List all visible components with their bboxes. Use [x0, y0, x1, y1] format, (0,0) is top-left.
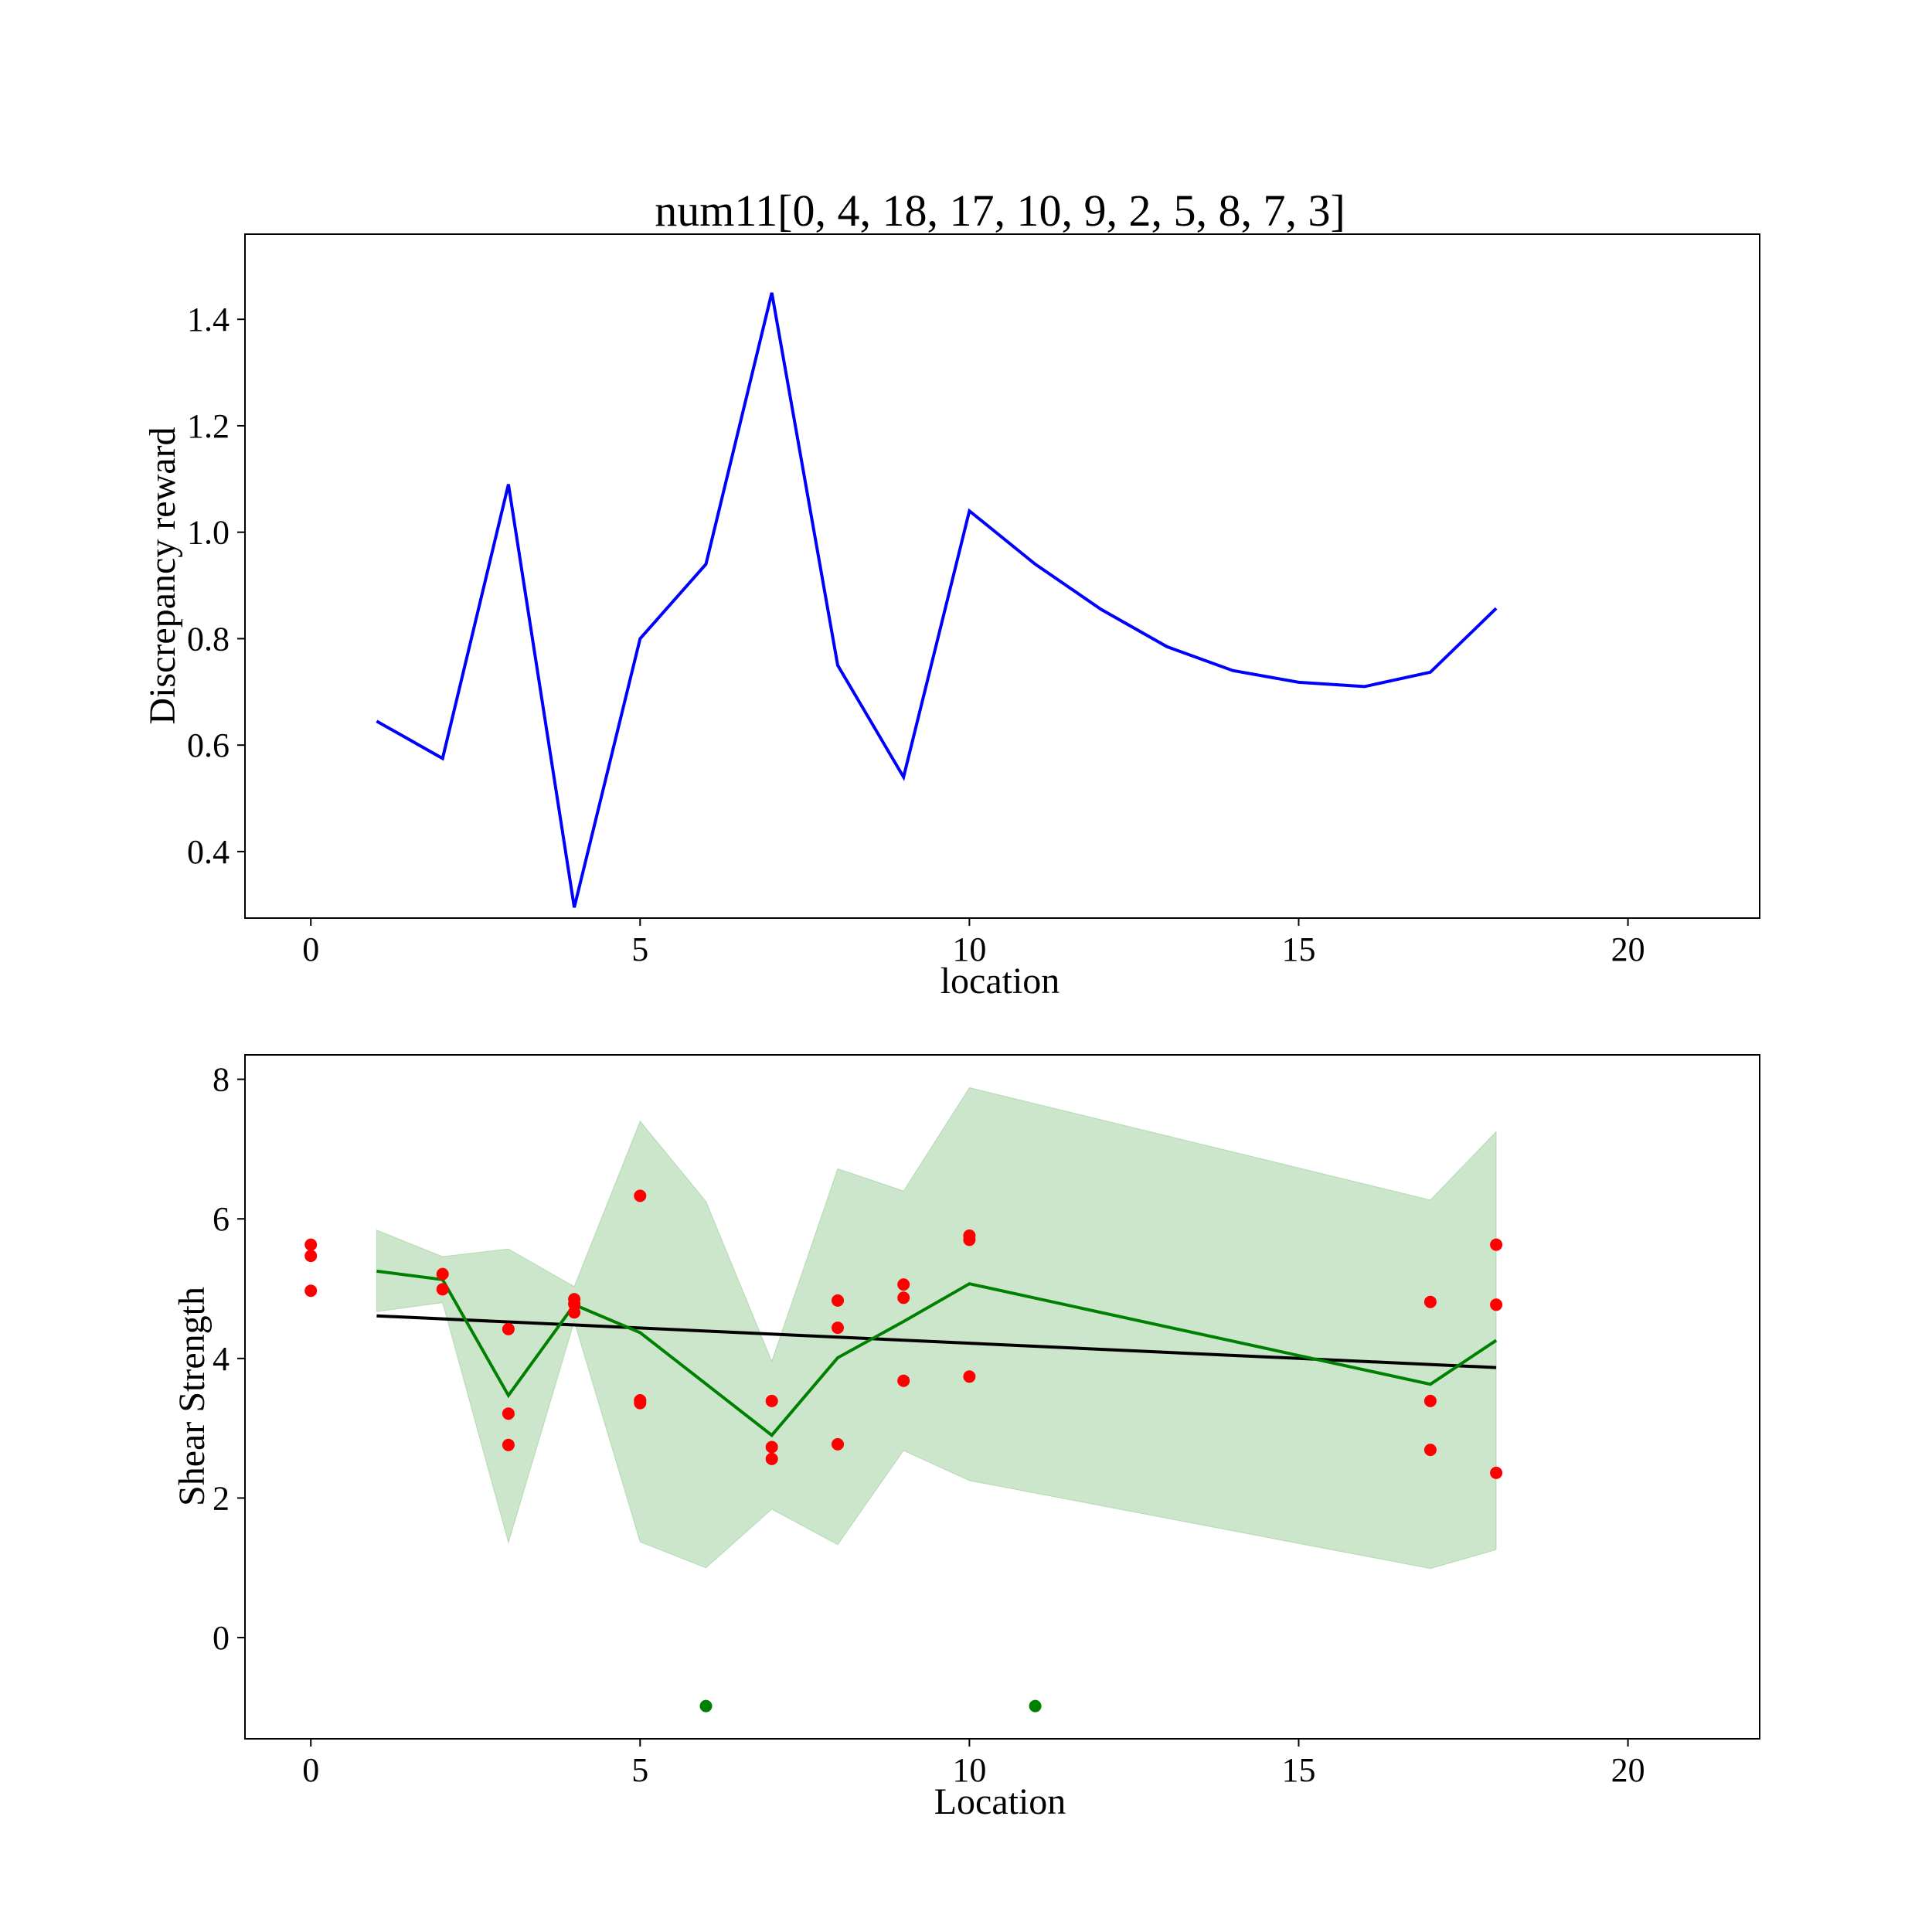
- observation-point: [502, 1407, 515, 1420]
- discrepancy-plot-area: [376, 292, 1498, 908]
- shear-strength-plot-area: [304, 1087, 1503, 1713]
- y-tick-label: 0.8: [187, 620, 230, 658]
- observation-point: [832, 1321, 844, 1335]
- observation-point: [897, 1374, 910, 1387]
- observation-point: [765, 1440, 778, 1454]
- y-tick-label: 2: [213, 1479, 230, 1517]
- y-tick-label: 0.4: [187, 833, 230, 871]
- observation-point: [502, 1438, 515, 1451]
- y-axis-ticks: 0.4 0.6 0.8 1.0 1.2 1.4: [187, 301, 245, 871]
- discrepancy-plot-frame: [244, 233, 1760, 919]
- y-axis-ticks: 0 2 4 6 8: [213, 1061, 245, 1657]
- observation-point: [897, 1291, 910, 1304]
- x-tick-label: 15: [1281, 1751, 1315, 1789]
- x-axis-ticks: 0 5 10 15 20: [302, 1739, 1645, 1789]
- y-axis-label: Discrepancy reward: [142, 427, 183, 724]
- x-tick-label: 5: [631, 930, 648, 968]
- y-tick-label: 6: [213, 1200, 230, 1238]
- x-tick-label: 20: [1611, 1751, 1645, 1789]
- x-axis-ticks: 0 5 10 15 20: [302, 918, 1645, 968]
- observation-point: [634, 1189, 647, 1202]
- y-tick-label: 8: [213, 1061, 230, 1099]
- confidence-band: [376, 1087, 1497, 1570]
- observation-point: [634, 1396, 647, 1410]
- observation-point: [436, 1267, 449, 1281]
- selected-location-marker: [1029, 1699, 1042, 1713]
- y-tick-label: 1.2: [187, 407, 230, 445]
- shear-strength-plot-frame: [244, 1054, 1760, 1740]
- x-tick-label: 0: [302, 1751, 319, 1789]
- y-tick-label: 1.4: [187, 301, 230, 338]
- observation-point: [304, 1250, 318, 1263]
- shear-strength-chart: 0 5 10 15 20 0 2 4 6 8 Location Shear Strength: [172, 1054, 1760, 1822]
- x-tick-label: 5: [631, 1751, 648, 1789]
- selected-location-marker: [699, 1699, 713, 1713]
- mean-line: [376, 1269, 1498, 1437]
- observation-point: [1490, 1466, 1503, 1479]
- observation-point: [1490, 1298, 1503, 1311]
- observation-point: [436, 1283, 449, 1296]
- x-tick-label: 15: [1281, 930, 1315, 968]
- y-tick-label: 1.0: [187, 514, 230, 552]
- discrepancy-series-line: [376, 292, 1498, 908]
- y-tick-label: 0.6: [187, 726, 230, 764]
- discrepancy-chart: num11[0, 4, 18, 17, 10, 9, 2, 5, 8, 7, 3…: [142, 185, 1760, 1002]
- x-tick-label: 10: [952, 1751, 986, 1789]
- observation-point: [832, 1294, 844, 1307]
- observation-point: [963, 1370, 976, 1383]
- observation-point: [304, 1238, 318, 1251]
- x-axis-label: Location: [934, 1781, 1066, 1822]
- chart-title: num11[0, 4, 18, 17, 10, 9, 2, 5, 8, 7, 3…: [655, 185, 1345, 236]
- y-axis-label: Shear Strength: [172, 1287, 213, 1506]
- observation-point: [502, 1322, 515, 1335]
- observation-point: [304, 1284, 318, 1298]
- observation-point: [765, 1452, 778, 1465]
- observation-point: [832, 1437, 844, 1451]
- observation-point: [1423, 1295, 1437, 1308]
- observation-point: [568, 1306, 581, 1319]
- observation-point: [1490, 1238, 1503, 1251]
- y-tick-label: 4: [213, 1340, 230, 1378]
- y-tick-label: 0: [213, 1619, 230, 1657]
- observation-point: [963, 1233, 976, 1247]
- observation-point: [897, 1278, 910, 1291]
- observation-point: [765, 1394, 778, 1407]
- observation-point: [1423, 1444, 1437, 1457]
- x-tick-label: 10: [952, 930, 986, 968]
- x-tick-label: 0: [302, 930, 319, 968]
- observation-point: [1423, 1394, 1437, 1407]
- x-tick-label: 20: [1611, 930, 1645, 968]
- x-axis-label: location: [940, 961, 1060, 1002]
